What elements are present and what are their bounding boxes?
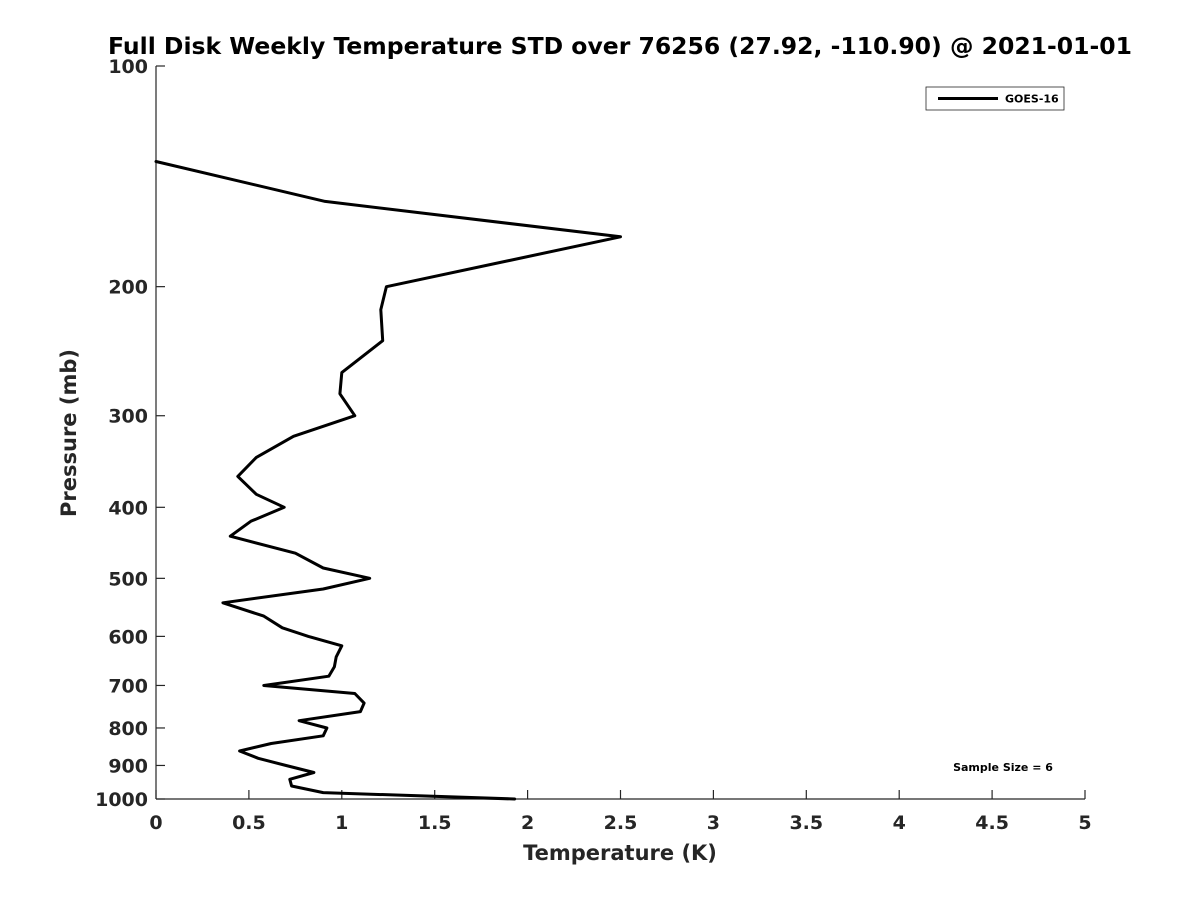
sample-size-annotation: Sample Size = 6 (953, 761, 1053, 774)
legend: GOES-16 (925, 86, 1065, 111)
y-tick-label: 900 (108, 755, 148, 777)
x-tick-label: 0.5 (232, 812, 266, 834)
series-layer (154, 160, 622, 801)
x-tick-label: 2 (521, 812, 534, 834)
y-tick-label: 100 (108, 56, 148, 78)
y-tick-label: 800 (108, 718, 148, 740)
x-tick-label: 5 (1078, 812, 1091, 834)
y-tick-label: 400 (108, 497, 148, 519)
x-tick-label: 0 (149, 812, 162, 834)
legend-entry-goes-16: GOES-16 (1005, 93, 1059, 106)
y-tick-label: 1000 (95, 789, 148, 811)
y-axis-ticks: 100 200 300 400 500 600 700 800 900 1000 (95, 56, 165, 811)
x-tick-label: 4 (893, 812, 906, 834)
y-tick-label: 200 (108, 277, 148, 299)
y-tick-label: 300 (108, 406, 148, 428)
x-tick-label: 3 (707, 812, 720, 834)
series-line-goes-16 (154, 160, 622, 801)
x-axis-label: Temperature (K) (523, 841, 717, 865)
y-tick-label: 500 (108, 568, 148, 590)
x-tick-label: 1 (335, 812, 348, 834)
y-axis-label: Pressure (mb) (57, 349, 81, 517)
y-tick-label: 600 (108, 626, 148, 648)
y-tick-label: 700 (108, 675, 148, 697)
x-tick-label: 2.5 (604, 812, 638, 834)
x-tick-label: 1.5 (418, 812, 452, 834)
x-tick-label: 3.5 (789, 812, 823, 834)
x-tick-label: 4.5 (975, 812, 1009, 834)
plot-area: 0 0.5 1 1.5 2 2.5 3 3.5 4 4.5 5 100 200 300 400 500 600… (95, 56, 1092, 834)
x-axis-ticks: 0 0.5 1 1.5 2 2.5 3 3.5 4 4.5 5 (149, 790, 1092, 834)
chart-title: Full Disk Weekly Temperature STD over 76… (108, 32, 1132, 60)
